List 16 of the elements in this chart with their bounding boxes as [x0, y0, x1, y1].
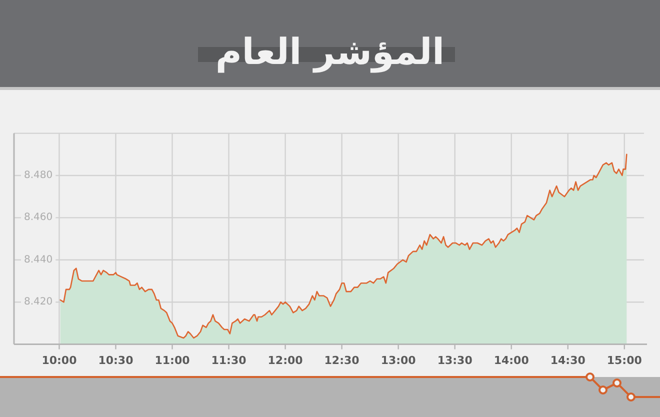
- x-tick-label: 14:00: [494, 354, 530, 367]
- x-tick-label: 12:30: [324, 354, 360, 367]
- x-tick-label: 14:30: [550, 354, 586, 367]
- x-tick-label: 10:00: [42, 354, 78, 367]
- chart-title: المؤشر العام: [216, 32, 444, 73]
- x-tick-label: 15:00: [606, 354, 642, 367]
- y-tick-label: 8.420: [24, 296, 53, 308]
- y-tick-label: 8.480: [24, 170, 53, 181]
- x-tick-label: 11:30: [211, 354, 247, 367]
- x-tick-label: 13:00: [380, 354, 416, 367]
- x-tick-label: 10:30: [98, 354, 134, 367]
- y-tick-label: 8.460: [24, 212, 53, 224]
- x-tick-label: 13:30: [437, 354, 473, 367]
- y-tick-label: 8.440: [24, 254, 53, 266]
- x-tick-label: 11:00: [154, 354, 190, 367]
- x-tick-label: 12:00: [268, 354, 304, 367]
